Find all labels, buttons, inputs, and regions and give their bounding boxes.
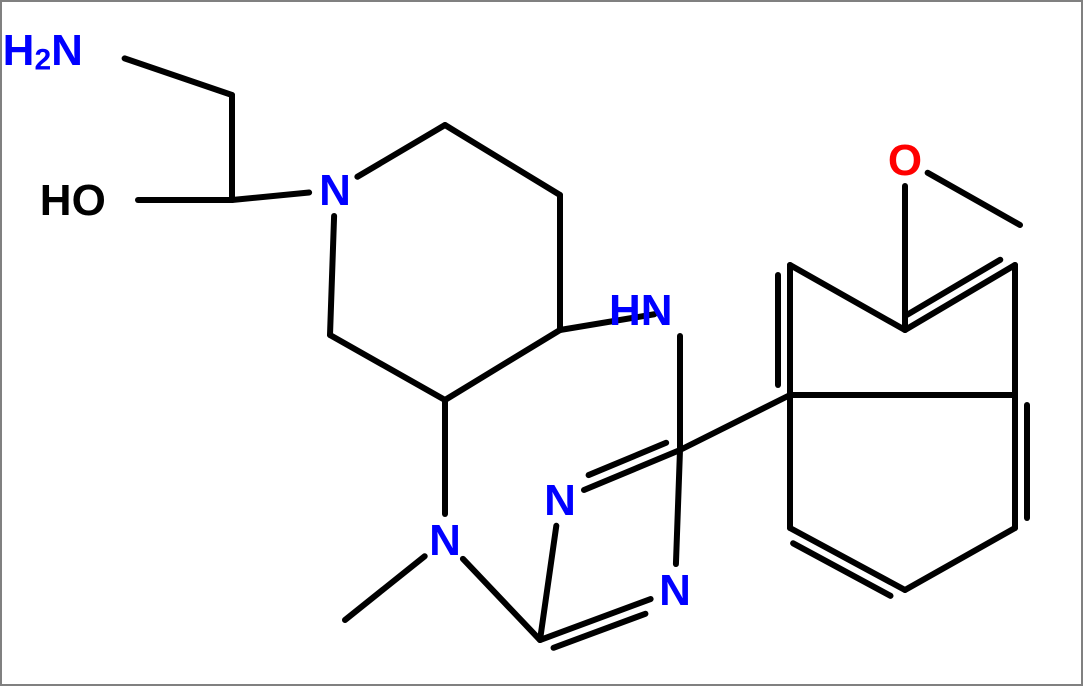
bond: [793, 543, 890, 596]
bond: [790, 528, 905, 590]
bond: [445, 330, 560, 400]
atom-label-n: H2N: [3, 26, 83, 77]
bond: [345, 556, 425, 620]
bond: [125, 58, 232, 95]
bond: [908, 260, 1001, 315]
atom-label-n: N: [319, 166, 351, 215]
bond: [445, 125, 560, 195]
bond: [232, 193, 309, 200]
bond: [357, 125, 445, 177]
bond: [330, 216, 334, 335]
bond: [676, 450, 680, 564]
bond: [330, 335, 445, 400]
atom-label-c: HO: [40, 176, 106, 225]
bond: [790, 265, 905, 330]
bond: [540, 526, 556, 640]
bond: [905, 265, 1015, 330]
atom-label-o: O: [888, 136, 922, 185]
bond: [463, 559, 540, 640]
atom-label-n: N: [544, 476, 576, 525]
atom-label-n: N: [659, 566, 691, 615]
atom-label-n: HN: [609, 286, 673, 335]
bond: [905, 528, 1015, 590]
bond: [928, 173, 1020, 225]
atom-label-n: N: [429, 516, 461, 565]
bond: [680, 395, 790, 450]
